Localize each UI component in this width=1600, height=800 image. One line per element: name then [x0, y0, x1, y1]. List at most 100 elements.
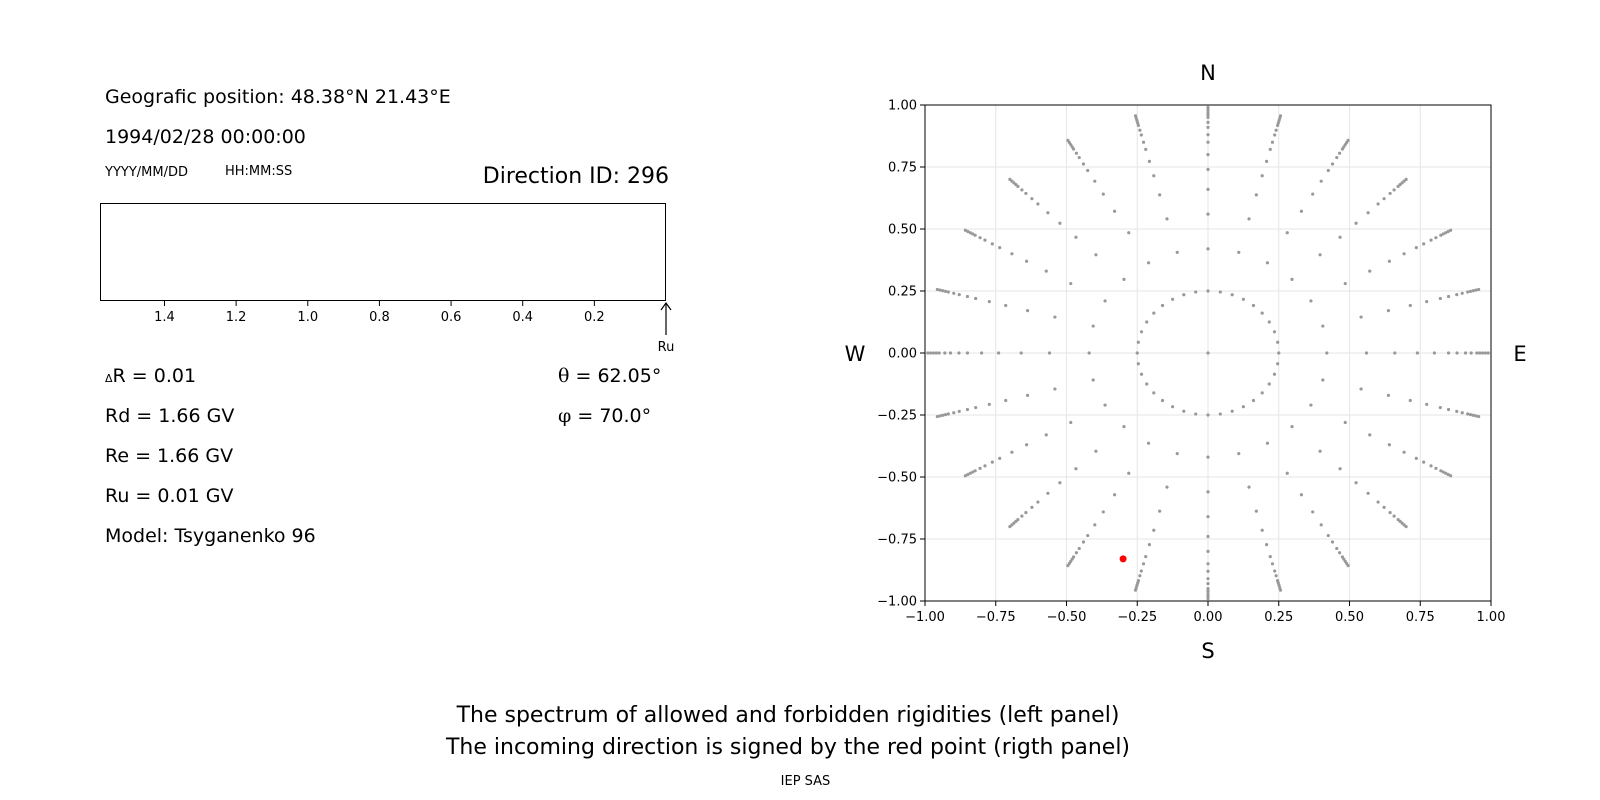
direction-point — [1366, 491, 1370, 495]
direction-point — [1122, 277, 1126, 281]
direction-point — [1267, 320, 1271, 324]
direction-point — [1299, 209, 1303, 213]
direction-point — [1354, 481, 1358, 485]
direction-point — [1020, 514, 1024, 518]
direction-point — [1268, 147, 1272, 151]
direction-point — [990, 460, 994, 464]
delta-symbol: Δ — [105, 372, 113, 385]
direction-point — [1368, 269, 1372, 273]
compass-west-label: W — [845, 342, 866, 366]
direction-point — [952, 411, 956, 415]
direction-point — [1376, 500, 1380, 504]
x-tick-label: 0.75 — [1406, 610, 1435, 625]
direction-point — [1025, 259, 1029, 263]
x-tick-label: −0.75 — [976, 610, 1016, 625]
direction-point — [1139, 372, 1144, 376]
direction-point — [1460, 291, 1464, 295]
direction-point — [1343, 420, 1347, 425]
direction-point — [1408, 303, 1412, 308]
direction-point — [965, 294, 970, 299]
direction-point — [1311, 510, 1315, 514]
direction-point — [1388, 510, 1392, 515]
direction-point — [1387, 443, 1391, 447]
direction-point — [1414, 246, 1418, 250]
direction-point — [1206, 591, 1210, 596]
direction-point — [1272, 330, 1277, 334]
direction-point — [1136, 362, 1140, 366]
direction-point — [1030, 197, 1034, 201]
direction-point — [1047, 351, 1052, 355]
direction-point — [1103, 403, 1107, 407]
direction-point — [966, 229, 970, 234]
direction-point — [1206, 133, 1210, 137]
direction-point — [1206, 587, 1210, 591]
direction-point — [1376, 202, 1380, 206]
direction-point — [1182, 409, 1186, 413]
direction-point — [1422, 242, 1426, 246]
direction-point — [1285, 471, 1289, 475]
direction-point — [1429, 464, 1433, 468]
direction-point — [1030, 505, 1034, 509]
direction-point — [1264, 543, 1269, 547]
x-tick-label: 0.00 — [1194, 610, 1223, 625]
direction-point — [1133, 114, 1138, 118]
direction-point — [1359, 315, 1363, 319]
spectrum-tick-label: 0.2 — [584, 310, 605, 325]
direction-point — [938, 288, 942, 292]
y-tick-label: 1.00 — [888, 99, 917, 114]
direction-point — [1439, 469, 1443, 473]
direction-point — [1008, 525, 1012, 529]
direction-point — [1441, 232, 1445, 236]
direction-point — [1241, 297, 1245, 301]
direction-point — [1206, 140, 1210, 144]
direction-point — [1254, 193, 1258, 197]
direction-point — [943, 289, 948, 293]
direction-point — [1439, 233, 1443, 237]
direction-point — [1260, 528, 1264, 532]
y-tick-label: −1.00 — [877, 595, 917, 610]
direction-point — [952, 291, 956, 295]
direction-point — [1206, 594, 1210, 598]
caption-line-1: The spectrum of allowed and forbidden ri… — [456, 703, 1120, 728]
direction-point — [1455, 409, 1459, 414]
direction-point — [1152, 391, 1156, 395]
direction-point — [1460, 411, 1464, 415]
direction-point — [1237, 452, 1241, 456]
model-label: Model: Tsyganenko 96 — [105, 525, 316, 547]
direction-point — [973, 469, 977, 473]
direction-point — [1290, 425, 1294, 429]
direction-point — [1004, 398, 1008, 403]
y-tick-label: 0.50 — [888, 223, 917, 238]
direction-point — [1036, 500, 1040, 504]
direction-point — [1468, 413, 1473, 417]
direction-point — [1091, 378, 1095, 382]
direction-point — [1175, 250, 1179, 254]
rigidity-spectrum-axis: 1.4 1.2 1.0 0.8 0.6 0.4 0.2 Ru — [154, 301, 675, 355]
direction-point — [1425, 402, 1429, 406]
direction-point — [1415, 351, 1420, 355]
ru-marker-label: Ru — [658, 340, 675, 355]
direction-point — [1402, 450, 1406, 454]
direction-point — [1152, 311, 1156, 315]
direction-point — [1337, 551, 1342, 555]
direction-point — [1368, 433, 1372, 437]
direction-point — [1387, 259, 1391, 263]
direction-point — [1254, 509, 1258, 513]
direction-point — [1091, 324, 1095, 328]
direction-point — [1425, 300, 1429, 304]
direction-point — [1160, 303, 1165, 308]
direction-point — [1058, 221, 1062, 225]
direction-point — [1146, 441, 1151, 445]
direction-point — [1206, 455, 1210, 459]
direction-point — [1175, 452, 1179, 456]
direction-point — [1404, 525, 1408, 529]
direction-point — [1206, 187, 1210, 191]
theta-value: = 62.05° — [575, 365, 662, 387]
direction-point — [1136, 340, 1140, 344]
direction-point — [1326, 533, 1330, 538]
compass-south-label: S — [1201, 639, 1214, 663]
direction-point — [1206, 125, 1210, 129]
direction-point — [1074, 551, 1079, 555]
plot-frame — [924, 104, 1492, 602]
direction-point — [1025, 393, 1030, 397]
